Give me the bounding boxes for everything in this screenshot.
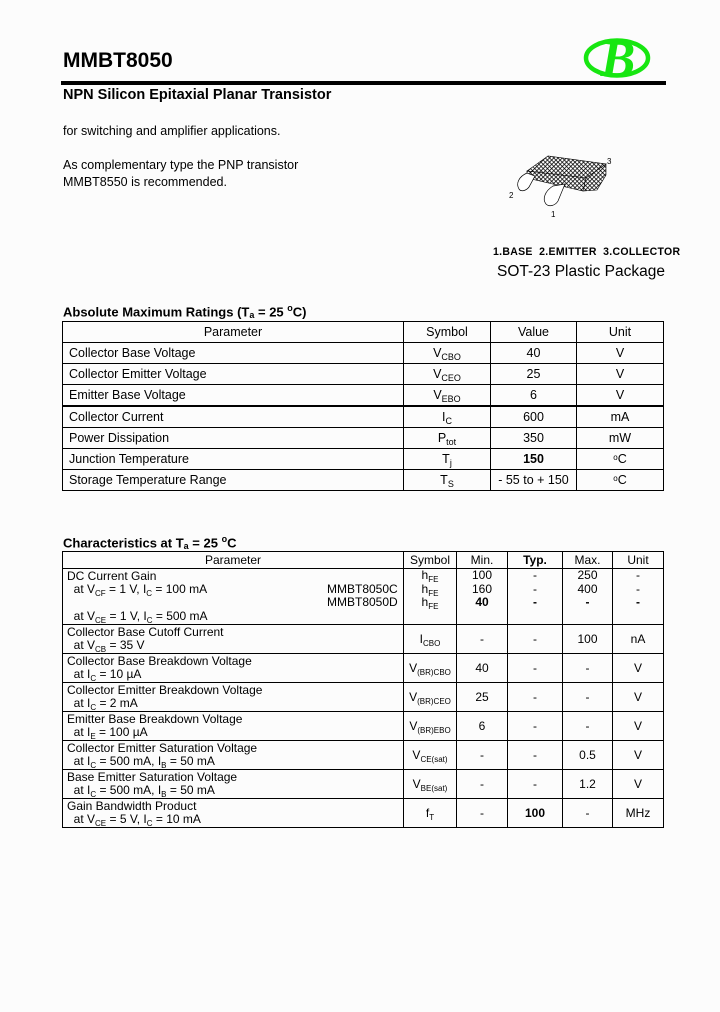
- svg-text:3: 3: [607, 157, 612, 166]
- svg-text:2: 2: [509, 191, 514, 200]
- svg-text:B: B: [600, 31, 636, 85]
- svg-text:1: 1: [551, 210, 556, 219]
